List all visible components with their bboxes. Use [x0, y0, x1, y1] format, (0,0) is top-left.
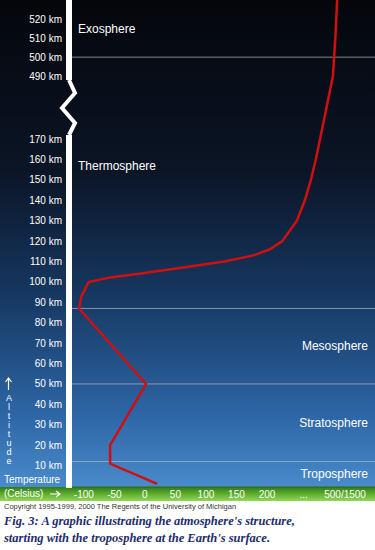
y-tick-label: 90 km: [35, 297, 62, 308]
y-tick-label: 150 km: [29, 174, 62, 185]
y-tick-label: 520 km: [29, 14, 62, 25]
x-tick-label: 200: [259, 489, 276, 500]
x-tick-label: 500/1500: [324, 489, 366, 500]
chart-svg: 10 km 20 km 30 km 40 km 50 km 60 km 70 km 80 km…: [0, 0, 375, 550]
y-tick-label: 10 km: [35, 460, 62, 471]
x-axis-label-line: Temperature: [4, 474, 61, 485]
y-tick-label: 80 km: [35, 317, 62, 328]
layer-label: Exosphere: [78, 22, 136, 36]
copyright: Copyright 1995-1999, 2000 The Regents of…: [4, 502, 236, 511]
caption-line: Fig. 3: A graphic illustrating the atmos…: [3, 514, 295, 528]
layer-label: Thermosphere: [78, 159, 156, 173]
y-tick-label: 100 km: [29, 276, 62, 287]
temperature-curve: [79, 0, 337, 484]
layer-boundary: [68, 383, 375, 384]
x-tick-label: -100: [74, 489, 94, 500]
y-tick-label: 50 km: [35, 378, 62, 389]
y-axis-arrow: [6, 378, 12, 390]
y-tick-label: 160 km: [29, 154, 62, 165]
y-tick-label: 110 km: [30, 256, 62, 267]
layer-boundary: [68, 461, 375, 462]
y-tick-label: 120 km: [29, 236, 62, 247]
layer-label: Troposphere: [300, 467, 368, 481]
x-axis-label-line: (Celsius): [4, 488, 43, 499]
y-tick-label: 40 km: [35, 399, 62, 410]
y-tick-label: 500 km: [29, 52, 62, 63]
x-tick-label: 100: [198, 489, 215, 500]
x-tick-label: -50: [107, 489, 122, 500]
x-tick-label: 0: [142, 489, 148, 500]
x-tick-label: ...: [299, 489, 307, 500]
x-axis-arrow: [50, 491, 60, 497]
y-axis-label: Altitude: [4, 393, 13, 465]
layer-boundary: [68, 57, 375, 58]
y-tick-label: 20 km: [35, 440, 62, 451]
layer-boundary: [68, 308, 375, 309]
y-tick-label: 140 km: [29, 195, 62, 206]
axis-break: [62, 80, 75, 135]
y-tick-label: 60 km: [35, 358, 62, 369]
sky-background: [0, 0, 375, 489]
layer-label: Stratosphere: [299, 416, 368, 430]
y-tick-label: 170 km: [29, 134, 62, 145]
x-tick-label: 50: [170, 489, 182, 500]
y-tick-label: 30 km: [35, 419, 62, 430]
ground-strip: [0, 487, 375, 501]
y-tick-label: 70 km: [35, 338, 62, 349]
y-axis-bar: [66, 135, 72, 488]
x-axis-label: Temperature (Celsius): [4, 474, 61, 499]
y-axis-bar: [66, 0, 72, 80]
plot-area: [79, 0, 337, 484]
x-axis-line: [68, 487, 375, 488]
layer-label: Mesosphere: [302, 339, 368, 353]
y-tick-label: 490 km: [29, 71, 62, 82]
caption-line: starting with the troposphere at the Ear…: [3, 531, 270, 545]
x-tick-label: 150: [228, 489, 245, 500]
y-tick-label: 510 km: [29, 33, 62, 44]
y-tick-label: 130 km: [29, 215, 62, 226]
page: 10 km 20 km 30 km 40 km 50 km 60 km 70 km 80 km…: [0, 0, 375, 550]
